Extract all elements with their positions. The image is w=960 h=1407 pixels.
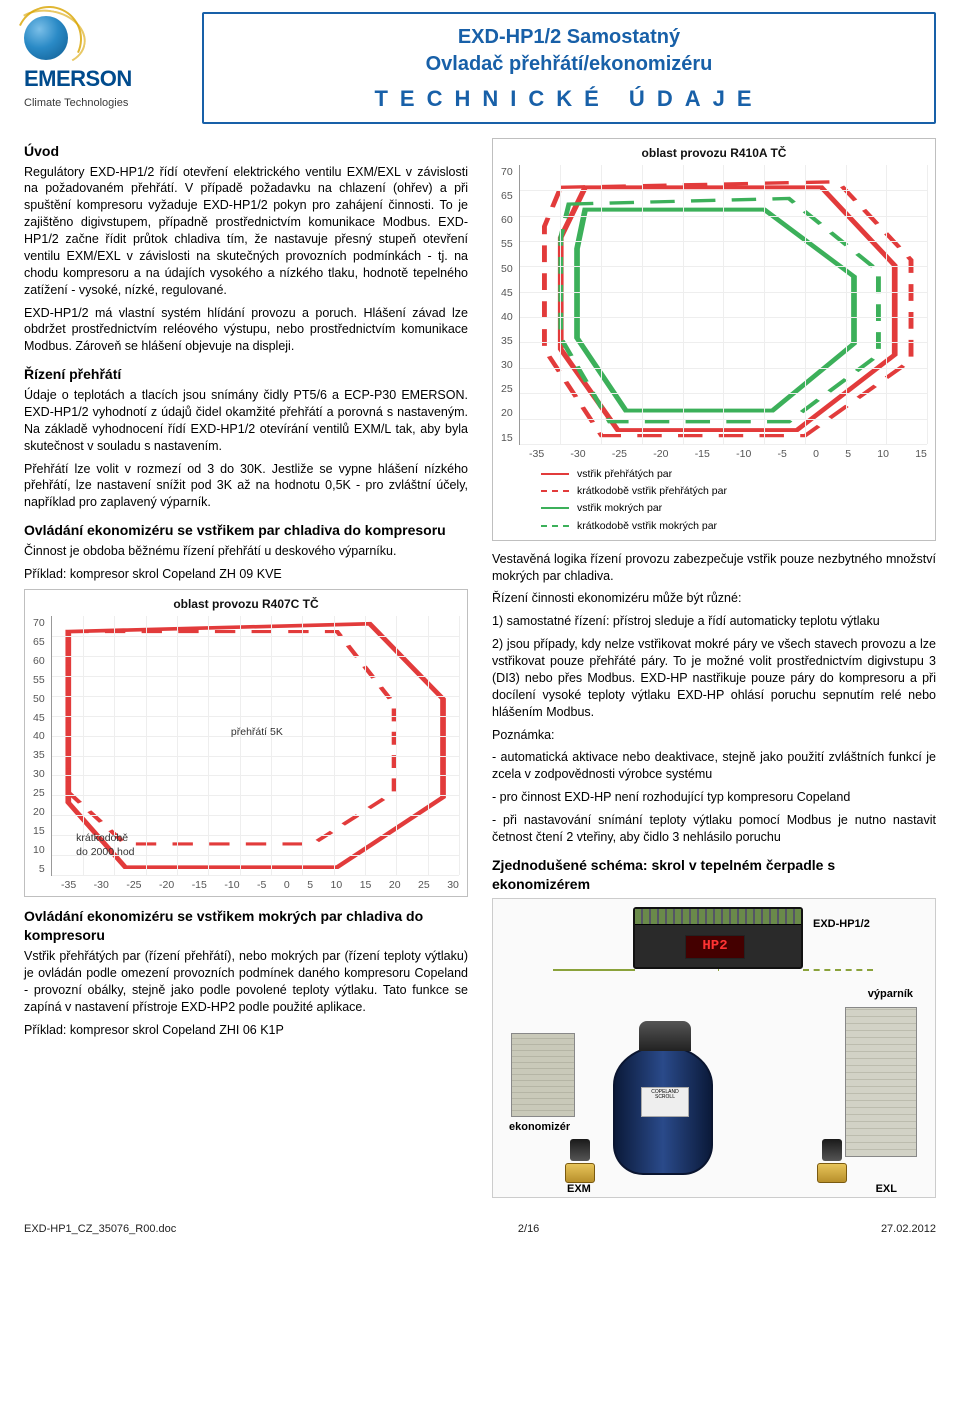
right-body-1: Vestavěná logika řízení provozu zabezpeč… bbox=[492, 551, 936, 585]
intro-paragraph-1: Regulátory EXD-HP1/2 řídí otevření elekt… bbox=[24, 164, 468, 299]
intro-heading: Úvod bbox=[24, 142, 468, 161]
chart-r410a: oblast provozu R410A TČ 7065605550454035… bbox=[492, 138, 936, 541]
economizer-wet-body: Vstřik přehřátých par (řízení přehřátí),… bbox=[24, 948, 468, 1016]
chart-r410a-legend: vstřik přehřátých par krátkodobě vstřik p… bbox=[501, 467, 927, 533]
content-columns: Úvod Regulátory EXD-HP1/2 řídí otevření … bbox=[24, 132, 936, 1198]
right-list-item-2: 2) jsou případy, kdy nelze vstřikovat mo… bbox=[492, 636, 936, 720]
valve-exl-label: EXL bbox=[876, 1182, 897, 1197]
superheat-paragraph-2: Přehřátí lze volit v rozmezí od 3 do 30K… bbox=[24, 461, 468, 512]
compressor-plate: COPELAND SCROLL bbox=[641, 1087, 689, 1117]
schematic-diagram: HP2 EXD-HP1/2 ekonomizér COPELAND SCROLL… bbox=[492, 898, 936, 1198]
chart-r407c-title: oblast provozu R407C TČ bbox=[33, 596, 459, 612]
chart-r407c-annot-main: přehřátí 5K bbox=[231, 725, 283, 739]
economizer-vapor-example: Příklad: kompresor skrol Copeland ZH 09 … bbox=[24, 566, 468, 583]
right-body-2: Řízení činnosti ekonomizéru může být růz… bbox=[492, 590, 936, 607]
note-2: - pro činnost EXD-HP není rozhodující ty… bbox=[492, 789, 936, 806]
economizer-label: ekonomizér bbox=[509, 1120, 570, 1135]
title-line1: EXD-HP1/2 Samostatný bbox=[214, 24, 924, 51]
footer-date: 27.02.2012 bbox=[881, 1222, 936, 1237]
left-column: Úvod Regulátory EXD-HP1/2 řídí otevření … bbox=[24, 132, 468, 1045]
valve-exl bbox=[815, 1139, 849, 1187]
superheat-heading: Řízení přehřátí bbox=[24, 365, 468, 384]
chart-r407c-annot-short: krátkodobě do 2000 hod bbox=[76, 831, 134, 859]
note-heading: Poznámka: bbox=[492, 727, 936, 744]
controller-label: EXD-HP1/2 bbox=[813, 917, 870, 932]
chart-r407c-xaxis: -35-30-25-20-15-10-5051015202530 bbox=[33, 878, 459, 892]
legend-item: krátkodobě vstřik mokrých par bbox=[541, 519, 927, 533]
page-footer: EXD-HP1_CZ_35076_R00.doc 2/16 27.02.2012 bbox=[24, 1218, 936, 1237]
legend-label: vstřik mokrých par bbox=[577, 501, 662, 515]
title-box: EXD-HP1/2 Samostatný Ovladač přehřátí/ek… bbox=[202, 12, 936, 124]
economizer-block bbox=[511, 1033, 575, 1117]
right-column: oblast provozu R410A TČ 7065605550454035… bbox=[492, 132, 936, 1198]
brand-logo: EMERSON Climate Technologies bbox=[24, 12, 184, 111]
chart-r410a-plot bbox=[519, 165, 927, 445]
footer-filename: EXD-HP1_CZ_35076_R00.doc bbox=[24, 1222, 176, 1237]
schematic-heading: Zjednodušené schéma: skrol v tepelném če… bbox=[492, 856, 936, 894]
logo-globe-icon bbox=[24, 16, 68, 60]
right-list-item-1: 1) samostatné řízení: přístroj sleduje a… bbox=[492, 613, 936, 630]
evaporator-label: výparník bbox=[868, 987, 913, 1002]
legend-item: krátkodobě vstřik přehřátých par bbox=[541, 484, 927, 498]
intro-paragraph-2: EXD-HP1/2 má vlastní systém hlídání prov… bbox=[24, 305, 468, 356]
chart-r407c: oblast provozu R407C TČ 7065605550454035… bbox=[24, 589, 468, 897]
title-tech: TECHNICKÉ ÚDAJE bbox=[214, 84, 924, 114]
economizer-wet-example: Příklad: kompresor skrol Copeland ZHI 06… bbox=[24, 1022, 468, 1039]
note-3: - při nastavování snímání teploty výtlak… bbox=[492, 812, 936, 846]
economizer-vapor-body: Činnost je obdoba běžnému řízení přehřát… bbox=[24, 543, 468, 560]
chart-r407c-plot: přehřátí 5K krátkodobě do 2000 hod bbox=[51, 616, 459, 876]
legend-label: krátkodobě vstřik přehřátých par bbox=[577, 484, 727, 498]
controller-display: HP2 bbox=[685, 935, 745, 959]
valve-exm-label: EXM bbox=[567, 1182, 591, 1197]
economizer-wet-heading: Ovládání ekonomizéru se vstřikem mokrých… bbox=[24, 907, 468, 945]
economizer-vapor-heading: Ovládání ekonomizéru se vstřikem par chl… bbox=[24, 521, 468, 540]
chart-r410a-xaxis: -35-30-25-20-15-10-5051015 bbox=[501, 447, 927, 461]
superheat-paragraph-1: Údaje o teplotách a tlacích jsou snímány… bbox=[24, 387, 468, 455]
chart-r407c-yaxis: 706560555045403530252015105 bbox=[33, 616, 51, 876]
compressor-icon: COPELAND SCROLL bbox=[613, 1045, 713, 1175]
brand-subtitle: Climate Technologies bbox=[24, 96, 184, 111]
legend-item: vstřik mokrých par bbox=[541, 501, 927, 515]
legend-label: krátkodobě vstřik mokrých par bbox=[577, 519, 717, 533]
valve-exm bbox=[563, 1139, 597, 1187]
page-header: EMERSON Climate Technologies EXD-HP1/2 S… bbox=[24, 12, 936, 124]
footer-page-number: 2/16 bbox=[518, 1222, 539, 1237]
legend-item: vstřik přehřátých par bbox=[541, 467, 927, 481]
evaporator-block bbox=[845, 1007, 917, 1157]
note-1: - automatická aktivace nebo deaktivace, … bbox=[492, 749, 936, 783]
controller-unit: HP2 bbox=[633, 907, 803, 969]
chart-r410a-title: oblast provozu R410A TČ bbox=[501, 145, 927, 161]
legend-label: vstřik přehřátých par bbox=[577, 467, 672, 481]
title-line2: Ovladač přehřátí/ekonomizéru bbox=[214, 51, 924, 78]
chart-r410a-yaxis: 706560555045403530252015 bbox=[501, 165, 519, 445]
